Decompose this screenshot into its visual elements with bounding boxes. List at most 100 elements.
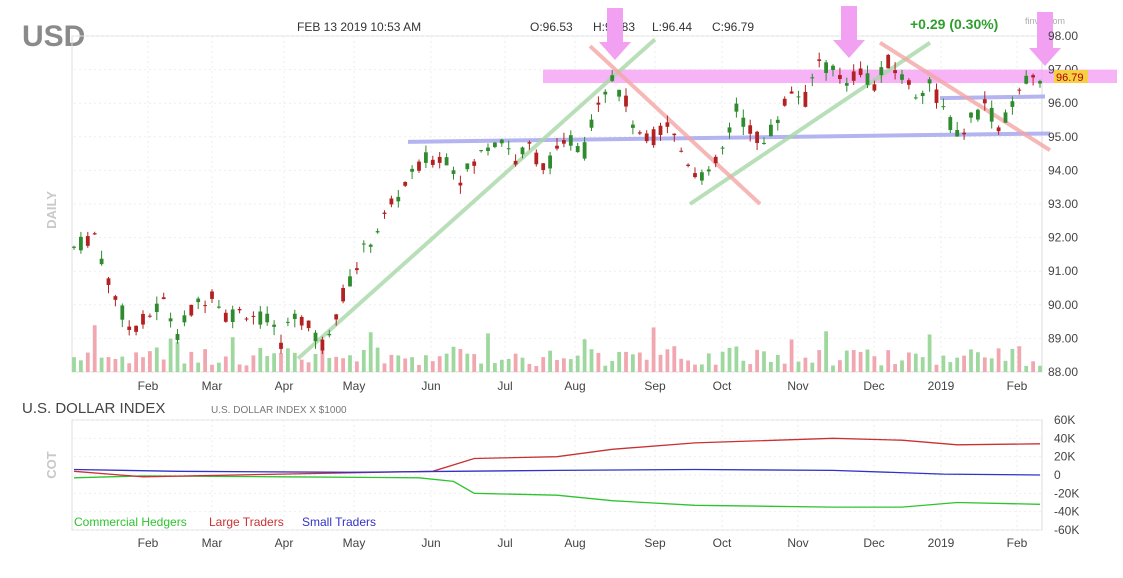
candle-body	[534, 152, 539, 165]
volume-bar	[444, 353, 449, 372]
candle-body	[134, 325, 138, 332]
volume-bar	[562, 358, 566, 372]
volume-bar	[417, 364, 421, 372]
candle-body	[493, 142, 497, 148]
candle-body	[575, 146, 580, 153]
month-tick-label: May	[343, 379, 366, 393]
candle-body	[562, 140, 566, 144]
candle-body	[237, 308, 242, 311]
candle-body	[817, 59, 822, 61]
candle-body	[513, 160, 518, 165]
volume-bar	[251, 355, 256, 372]
price-tick-label: 94.00	[1048, 163, 1078, 177]
candle-body	[1038, 80, 1042, 84]
candle-body	[858, 68, 863, 75]
volume-bar	[872, 356, 877, 372]
cot-lines	[73, 437, 1041, 508]
volume-bar	[948, 362, 953, 372]
candle-body	[182, 315, 187, 323]
cot-pane	[71, 419, 1043, 531]
volume-bar	[265, 356, 270, 372]
candle-body	[755, 131, 759, 143]
month-tick-label: Sep	[644, 379, 666, 393]
volume-bar	[486, 333, 490, 372]
candle-body	[962, 132, 966, 135]
candle-body	[1010, 101, 1015, 107]
candle-body	[775, 119, 780, 124]
volume-bar	[755, 349, 759, 372]
cot-subtitle: U.S. DOLLAR INDEX X $1000	[211, 405, 347, 416]
volume-bar	[865, 349, 870, 372]
volume-bar	[927, 334, 932, 372]
candle-body	[782, 98, 787, 106]
candle-body	[458, 182, 463, 186]
month-tick-label: Apr	[275, 536, 294, 550]
volume-bar	[617, 351, 621, 372]
candle-body	[279, 342, 283, 349]
volume-bar	[769, 361, 773, 372]
month-tick-label: Mar	[202, 379, 223, 393]
volume-bar	[306, 362, 311, 372]
volume-bar	[196, 362, 201, 372]
volume-bar	[631, 354, 635, 372]
candle-body	[644, 133, 649, 142]
volume-bar	[851, 350, 856, 372]
volume-bar	[410, 357, 414, 372]
cot-series-line	[73, 475, 1041, 508]
volume-bar	[230, 337, 235, 372]
volume-bar	[941, 355, 946, 372]
candle-body	[589, 119, 594, 128]
volume-bar	[637, 352, 642, 372]
candle-body	[223, 312, 228, 322]
volume-bar	[603, 365, 608, 372]
candle-body	[762, 142, 766, 145]
volume-bar	[720, 351, 725, 372]
candle-body	[734, 103, 739, 112]
volume-bar	[375, 347, 380, 372]
volume-bar	[493, 363, 497, 372]
volume-bar	[782, 363, 787, 372]
candle-body	[789, 91, 794, 94]
candle-body	[375, 231, 380, 233]
candle-body	[520, 147, 525, 155]
candle-body	[444, 157, 449, 166]
volume-bar	[734, 346, 739, 372]
candle-body	[686, 164, 690, 166]
volume-bar	[368, 332, 373, 372]
volume-bar	[430, 361, 435, 372]
candle-body	[348, 276, 352, 287]
price-tick-label: 89.00	[1048, 331, 1078, 345]
candle-body	[99, 258, 104, 265]
volume-bar	[568, 359, 573, 372]
month-tick-label: Sep	[644, 536, 666, 550]
volume-bar	[982, 357, 987, 372]
candle-body	[499, 139, 504, 144]
candle-body	[527, 142, 532, 144]
candle-body	[175, 334, 180, 340]
volume-bar	[79, 360, 83, 372]
candle-body	[334, 314, 339, 320]
candle-body	[341, 287, 345, 302]
price-tick-label: 88.00	[1048, 365, 1078, 379]
volume-bar	[334, 356, 339, 372]
candle-body	[430, 159, 435, 165]
candle-body	[196, 298, 201, 303]
candle-body	[996, 127, 1001, 132]
candle-body	[424, 152, 428, 163]
quote-datetime: FEB 13 2019 10:53 AM	[297, 20, 421, 34]
volume-bar	[748, 364, 753, 372]
month-tick-label: Jun	[421, 536, 440, 550]
volume-bar	[258, 347, 263, 372]
volume-bar	[624, 351, 628, 372]
uptrend-line	[688, 41, 932, 206]
candle-body	[872, 84, 877, 91]
candle-body	[437, 156, 442, 163]
volume-bar	[527, 363, 532, 372]
volume-bar	[168, 338, 173, 372]
price-tick-label: 98.00	[1048, 29, 1078, 43]
volume-bar	[127, 363, 132, 372]
candle-body	[217, 306, 221, 308]
candle-body	[886, 54, 891, 69]
candle-body	[748, 125, 753, 134]
volume-bar	[182, 363, 187, 372]
